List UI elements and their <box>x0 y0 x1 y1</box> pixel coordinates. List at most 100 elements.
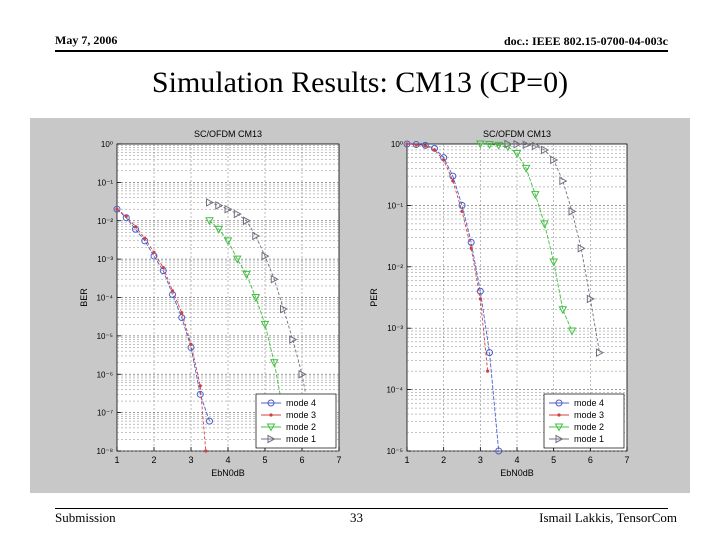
chart2-legend-marker <box>554 423 564 432</box>
chart1-data-point <box>261 251 270 261</box>
chart1-data-point <box>215 201 224 210</box>
chart2-data-point <box>476 287 484 295</box>
chart2-data-point <box>567 327 577 336</box>
chart1-data-point <box>178 314 186 322</box>
chart2-ytick-label: 10⁻⁵ <box>387 447 403 456</box>
chart1-data-point <box>205 217 214 226</box>
chart2-data-point <box>559 176 568 186</box>
chart2-xtick-label: 1 <box>404 455 409 465</box>
chart2-data-point <box>513 139 522 149</box>
chart2-xtick-label: 7 <box>624 455 629 465</box>
chart1-xtick-label: 6 <box>299 455 304 465</box>
chart1-ytick-label: 10⁻⁴ <box>96 294 113 303</box>
chart2-data-point <box>469 246 473 250</box>
chart1-data-point <box>189 342 193 346</box>
header-rule <box>55 50 668 52</box>
chart2-xlabel: EbN0dB <box>500 468 534 478</box>
chart2-data-point <box>549 258 559 267</box>
chart2-data-point <box>423 144 427 148</box>
chart2-xtick-label: 3 <box>478 455 483 465</box>
chart2-data-point <box>475 140 485 149</box>
chart1-ylabel: BER <box>79 288 89 307</box>
chart2-ytick-label: 10⁰ <box>391 140 403 149</box>
chart1-legend-label: mode 3 <box>286 410 316 420</box>
chart1-data-point <box>270 274 279 284</box>
chart1-data-point <box>224 204 233 214</box>
chart1-data-point <box>233 209 242 219</box>
chart2-series-line-mode-2 <box>480 143 573 332</box>
chart2-legend-label: mode 4 <box>574 398 604 408</box>
chart2-data-point <box>512 150 522 159</box>
chart2-group: 1 2 3 4 5 6 7 10⁰ 10⁻¹ 10⁻² 10⁻³ 10⁻⁴ 10⁻⁵ SC/OFDM CM… <box>369 129 630 478</box>
chart1-data-point <box>214 225 224 234</box>
chart1-xtick-label: 5 <box>262 455 267 465</box>
chart2-title: SC/OFDM CM13 <box>483 129 551 139</box>
slide-title: Simulation Results: CM13 (CP=0) <box>151 66 569 99</box>
chart2-data-point <box>442 158 446 162</box>
chart2-data-point <box>521 164 531 173</box>
chart2-data-point <box>486 369 490 373</box>
chart1-data-point <box>260 320 270 329</box>
chart1-data-point <box>198 384 202 388</box>
chart1-xtick-label: 7 <box>336 455 341 465</box>
chart2-data-point <box>541 145 550 155</box>
chart1-ytick-label: 10⁻¹ <box>97 178 113 187</box>
chart2-data-point <box>460 209 464 213</box>
footer-submission: Submission <box>55 510 116 525</box>
chart1-group: 1 2 3 4 5 6 7 10⁰ 10⁻¹ 10⁻² 10⁻³ 10⁻⁴ 10⁻⁵ 10⁻⁶ 10⁻⁷ 10… <box>79 129 342 478</box>
chart2-data-point <box>494 141 504 150</box>
chart1-data-point <box>280 304 289 314</box>
chart2-ytick-label: 10⁻³ <box>387 324 403 333</box>
chart1-data-point <box>242 270 251 279</box>
chart1-ytick-label: 10⁻⁷ <box>97 409 113 418</box>
chart1-data-point <box>243 216 252 226</box>
chart2-data-point <box>577 243 586 253</box>
chart2-ytick-label: 10⁻² <box>387 263 403 272</box>
chart1-ytick-label: 10⁻⁶ <box>97 370 113 379</box>
chart2-data-point <box>458 201 466 209</box>
chart2-xtick-label: 2 <box>441 455 446 465</box>
chart2-legend-marker <box>555 434 564 444</box>
chart1-data-point <box>133 225 138 229</box>
chart1-xtick-label: 2 <box>151 455 156 465</box>
chart1-data-point <box>180 311 184 315</box>
header-doc-id: doc.: IEEE 802.15-0700-04-003c <box>504 34 668 48</box>
chart2-data-point <box>558 306 568 315</box>
chart1-legend-marker <box>269 413 273 417</box>
chart1-series-line-mode-1 <box>209 202 312 425</box>
chart2-data-point <box>478 297 482 301</box>
chart1-legend-label: mode 2 <box>286 422 316 432</box>
chart2-legend-marker <box>557 413 561 417</box>
chart1-data-point <box>251 294 261 303</box>
chart1-data-point <box>115 207 119 211</box>
chart2-xtick-label: 5 <box>551 455 556 465</box>
chart1-legend-marker <box>266 423 276 432</box>
chart2-data-point <box>451 179 455 183</box>
chart2-series-line-mode-3 <box>406 143 489 372</box>
chart1-data-point <box>206 417 213 425</box>
footer-page-number: 33 <box>350 510 363 525</box>
chart2-legend-marker <box>555 399 563 407</box>
chart2-legend-label: mode 1 <box>574 434 604 444</box>
chart1-data-point <box>206 198 215 207</box>
chart1-ytick-label: 10⁻² <box>97 217 113 226</box>
chart1-legend-label: mode 4 <box>286 398 316 408</box>
chart1-data-point <box>269 359 279 368</box>
chart1-data-point <box>122 214 130 222</box>
chart2-data-point <box>530 191 540 200</box>
footer-author: Ismail Lakkis, TensorCom <box>539 510 677 525</box>
chart1-data-point <box>204 449 208 453</box>
chart1-series-line-mode-2 <box>209 220 284 413</box>
chart2-data-point <box>405 142 409 146</box>
chart1-data-point <box>232 255 242 264</box>
chart1-ytick-label: 10⁻³ <box>97 255 113 264</box>
chart2-data-point <box>568 207 577 216</box>
chart1-legend-label: mode 1 <box>286 434 316 444</box>
header-date: May 7, 2006 <box>55 33 118 47</box>
figure-svg: 1 2 3 4 5 6 7 10⁰ 10⁻¹ 10⁻² 10⁻³ 10⁻⁴ 10⁻⁵ 10⁻⁶ 10⁻⁷ 10… <box>79 129 630 478</box>
chart2-data-point <box>414 143 418 147</box>
chart2-ytick-label: 10⁻¹ <box>387 201 403 210</box>
chart2-data-point <box>586 294 595 304</box>
footer-rule <box>55 508 668 509</box>
chart2-xtick-label: 6 <box>588 455 593 465</box>
